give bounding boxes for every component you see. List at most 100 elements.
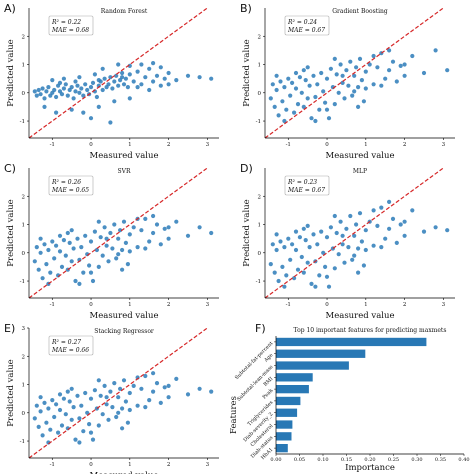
scatter-point (114, 414, 119, 420)
scatter-point (276, 278, 281, 284)
scatter-point (334, 72, 339, 77)
feature-label: BMI (263, 376, 275, 388)
scatter-point (112, 381, 117, 386)
scatter-point (143, 75, 148, 80)
identity-line (29, 328, 208, 458)
scatter-point (303, 238, 308, 243)
x-tick-label: 0 (89, 142, 93, 148)
x-tick-label: 2 (403, 302, 407, 308)
panel-label: C) (4, 162, 16, 175)
scatter-point (197, 75, 202, 80)
scatter-point (309, 281, 314, 286)
scatter-point (73, 89, 78, 94)
scatter-point (121, 219, 127, 224)
scatter-point (81, 429, 86, 434)
scatter-point (139, 62, 144, 67)
scatter-point (108, 75, 113, 80)
scatter-point (158, 65, 163, 70)
scatter-point (75, 236, 80, 241)
scatter-point (433, 48, 438, 53)
panel-label: A) (4, 2, 16, 15)
scatter-point (46, 247, 51, 253)
scatter-point (158, 83, 163, 88)
x-tick-label: 2 (167, 462, 171, 468)
scatter-point (100, 253, 105, 258)
scatter-point (293, 86, 299, 91)
scatter-point (328, 66, 333, 71)
scatter-point (118, 386, 123, 391)
scatter-point (57, 80, 63, 85)
scatter-point (197, 225, 202, 230)
scatter-point (356, 85, 361, 90)
scatter-point (127, 96, 132, 101)
scatter-point (42, 104, 47, 109)
y-tick-label: 1 (258, 63, 262, 69)
scatter-point (379, 205, 384, 210)
scatter-point (102, 383, 107, 388)
scatter-point (59, 92, 65, 97)
y-axis-label: Predicted value (242, 199, 252, 266)
scatter-point (73, 437, 78, 442)
scatter-point (127, 390, 132, 396)
x-tick-label: -1 (50, 302, 55, 308)
scatter-point (410, 208, 415, 213)
feature-bar (276, 432, 292, 441)
x-tick-label: 0.15 (341, 457, 352, 463)
scatter-point (305, 96, 310, 101)
scatter-point (59, 264, 65, 269)
scatter-point (63, 412, 68, 417)
scatter-point (326, 284, 332, 289)
scatter-point (139, 386, 144, 391)
scatter-point (147, 66, 152, 71)
scatter-point (344, 68, 349, 73)
scatter-point (293, 70, 299, 76)
scatter-point (143, 246, 148, 251)
scatter-point (88, 270, 94, 275)
scatter-point (127, 232, 132, 237)
scatter-point (321, 250, 326, 255)
scatter-point (112, 99, 117, 104)
scatter-point (61, 76, 66, 81)
scatter-point (114, 256, 119, 261)
scatter-point (387, 48, 392, 53)
scatter-point (332, 266, 337, 271)
x-tick-label: -1 (286, 302, 291, 308)
scatter-point (151, 389, 156, 394)
scatter-point (38, 92, 43, 97)
scatter-point (50, 78, 55, 83)
scatter-point (52, 87, 57, 93)
scatter-point (108, 389, 113, 394)
feature-bar (276, 444, 288, 453)
scatter-point (69, 228, 74, 233)
scatter-point (363, 69, 368, 74)
scatter-point (139, 82, 144, 87)
scatter-point (324, 274, 330, 279)
scatter-point (371, 243, 376, 248)
scatter-point (174, 78, 179, 83)
scatter-point (387, 68, 392, 73)
x-tick-label: 0.40 (458, 457, 469, 463)
x-tick-label: 2 (403, 142, 407, 148)
scatter-point (96, 78, 101, 83)
scatter-point (44, 420, 49, 425)
scatter-point (350, 93, 355, 98)
scatter-point (44, 89, 49, 94)
y-tick-label: 1 (258, 223, 262, 229)
scatter-point (332, 56, 337, 62)
scatter-point (151, 230, 156, 236)
scatter-point (346, 245, 351, 250)
scatter-point (354, 222, 359, 227)
x-tick-label: 0.20 (364, 457, 375, 463)
scatter-point (77, 416, 82, 421)
scatter-point (387, 199, 392, 204)
scatter-points (268, 48, 450, 124)
scatter-point (307, 245, 312, 250)
scatter-point (57, 249, 63, 254)
scatter-point (356, 270, 361, 275)
scatter-point (317, 273, 322, 278)
scatter-point (357, 56, 363, 62)
scatter-point (36, 267, 41, 272)
scatter-point (83, 233, 88, 238)
